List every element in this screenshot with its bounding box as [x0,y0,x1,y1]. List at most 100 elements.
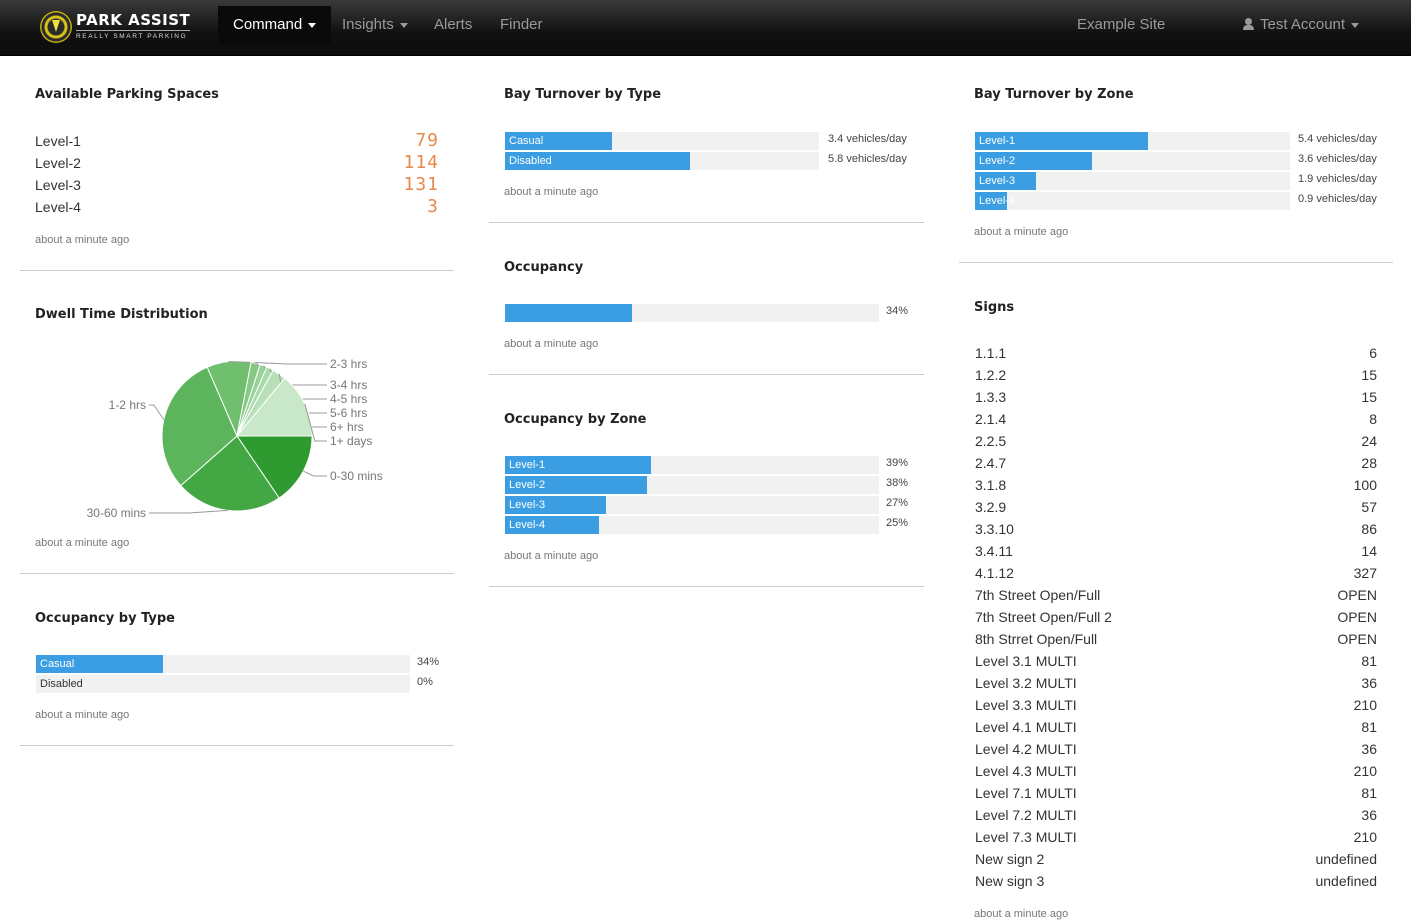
pie-slice-1-2-hrs[interactable] [161,366,238,487]
pie-label: 4-5 hrs [330,392,367,406]
bar-row: Level-2 [505,476,879,494]
sign-name: Level 4.1 MULTI [975,719,1077,735]
nav-insights-dropdown[interactable]: Insights [342,0,408,50]
sign-name: 2.1.4 [975,411,1007,427]
logo-icon [40,11,72,43]
available-spaces-panel: Available Parking Spaces Level-1 79 Level… [20,56,454,271]
pie-label: 0-30 mins [330,469,383,483]
occupancy-bar-fill [505,304,633,322]
list-item: Level-1 79 [35,130,439,151]
sign-row: 3.1.8 100 [975,474,1377,496]
sign-name: Level 7.1 MULTI [975,785,1077,801]
sign-value: 6 [1369,345,1377,361]
sign-name: Level 7.3 MULTI [975,829,1077,845]
bar-row: Level-4 [505,516,879,534]
sign-name: 2.4.7 [975,455,1007,471]
pie-leader-line [149,404,165,420]
bar-row: Level-4 [975,192,1290,210]
panel-title: Occupancy by Type [35,611,175,626]
sign-row: Level 3.3 MULTI 210 [975,694,1377,716]
pie-slice-30-60-mins[interactable] [180,435,280,512]
sign-value: 24 [1361,433,1377,449]
sign-name: 4.1.12 [975,565,1014,581]
brand-name: PARK ASSIST [76,11,191,29]
bar-value: 34% [417,656,440,668]
dwell-time-panel: Dwell Time Distribution 0-30 mins 30-60 m… [20,271,454,574]
bay-turnover-by-type-panel: Bay Turnover by Type about a minute ago … [489,56,924,223]
pie-leader-line [149,509,228,514]
pie-leader-line [228,360,327,365]
sign-value: 327 [1353,565,1377,581]
nav-finder-link[interactable]: Finder [500,16,543,33]
list-item: Level-4 3 [35,196,439,217]
sign-name: 1.2.2 [975,367,1007,383]
sign-value: undefined [1315,873,1377,889]
sign-row: New sign 2 undefined [975,848,1377,870]
user-icon [1243,18,1254,30]
pie-slice-0-30-mins[interactable] [236,435,313,499]
bar-row: Level-3 [975,172,1290,190]
sign-value: 15 [1361,367,1377,383]
bar-label: Casual [40,658,75,670]
bar-fill [505,476,648,494]
updated-timestamp: about a minute ago [504,550,599,562]
nav-alerts-link[interactable]: Alerts [434,16,473,33]
sign-value: undefined [1315,851,1377,867]
bar-value: 0% [417,676,433,688]
bar-row: Level-2 [975,152,1290,170]
nav-command-label: Command [233,16,303,33]
account-dropdown[interactable]: Test Account [1243,0,1360,50]
site-selector[interactable]: Example Site [1077,16,1166,33]
sign-value: 81 [1361,719,1377,735]
pie-label: 30-60 mins [87,506,146,520]
chevron-down-icon [399,22,408,28]
sign-row: New sign 3 undefined [975,870,1377,892]
updated-timestamp: about a minute ago [974,226,1069,238]
sign-name: 7th Street Open/Full [975,587,1101,603]
bar-value: 3.6 vehicles/day [1298,153,1377,165]
bar-row: Disabled [36,675,410,693]
sign-value: OPEN [1337,631,1377,647]
bar-fill [505,152,691,170]
bar-fill [505,456,651,474]
park-assist-logo[interactable]: PARK ASSIST REALLY SMART PARKING [40,10,191,44]
sign-name: Level 7.2 MULTI [975,807,1077,823]
sign-row: 4.1.12 327 [975,562,1377,584]
bar-label: Disabled [509,155,552,167]
brand-tagline: REALLY SMART PARKING [76,30,191,41]
bar-label: Casual [509,135,544,147]
pie-label: 3-4 hrs [330,378,367,392]
bar-fill [505,132,612,150]
bar-value: 5.4 vehicles/day [1298,133,1377,145]
occupancy-bar [505,304,879,322]
sign-value: 36 [1361,741,1377,757]
sign-row: Level 7.1 MULTI 81 [975,782,1377,804]
sign-name: 1.3.3 [975,389,1007,405]
sign-value: 210 [1353,829,1377,845]
pie-label: 1-2 hrs [109,398,146,412]
pie-leader-line [304,403,327,442]
sign-value: 210 [1353,763,1377,779]
panel-title: Bay Turnover by Type [504,87,662,102]
bar-fill [36,655,164,673]
updated-timestamp: about a minute ago [35,709,130,721]
sign-name: 3.4.11 [975,543,1013,559]
sign-row: 8th Strret Open/Full OPEN [975,628,1377,650]
bar-label: Level-4 [509,519,546,531]
nav-command-dropdown[interactable]: Command [218,6,332,44]
bar-fill [975,192,1007,210]
sign-row: Level 3.1 MULTI 81 [975,650,1377,672]
updated-timestamp: about a minute ago [35,537,130,549]
panel-title: Occupancy [504,260,584,275]
bar-row: Level-3 [505,496,879,514]
bar-value: 27% [886,497,909,509]
nav-insights-label: Insights [342,16,394,33]
bar-value: 25% [886,517,909,529]
bar-fill [505,496,606,514]
bar-label: Disabled [40,678,83,690]
sign-value: 28 [1361,455,1377,471]
bar-value: 5.8 vehicles/day [828,153,907,165]
panel-title: Bay Turnover by Zone [974,87,1134,102]
chevron-down-icon [1351,22,1360,28]
bar-value: 38% [886,477,909,489]
